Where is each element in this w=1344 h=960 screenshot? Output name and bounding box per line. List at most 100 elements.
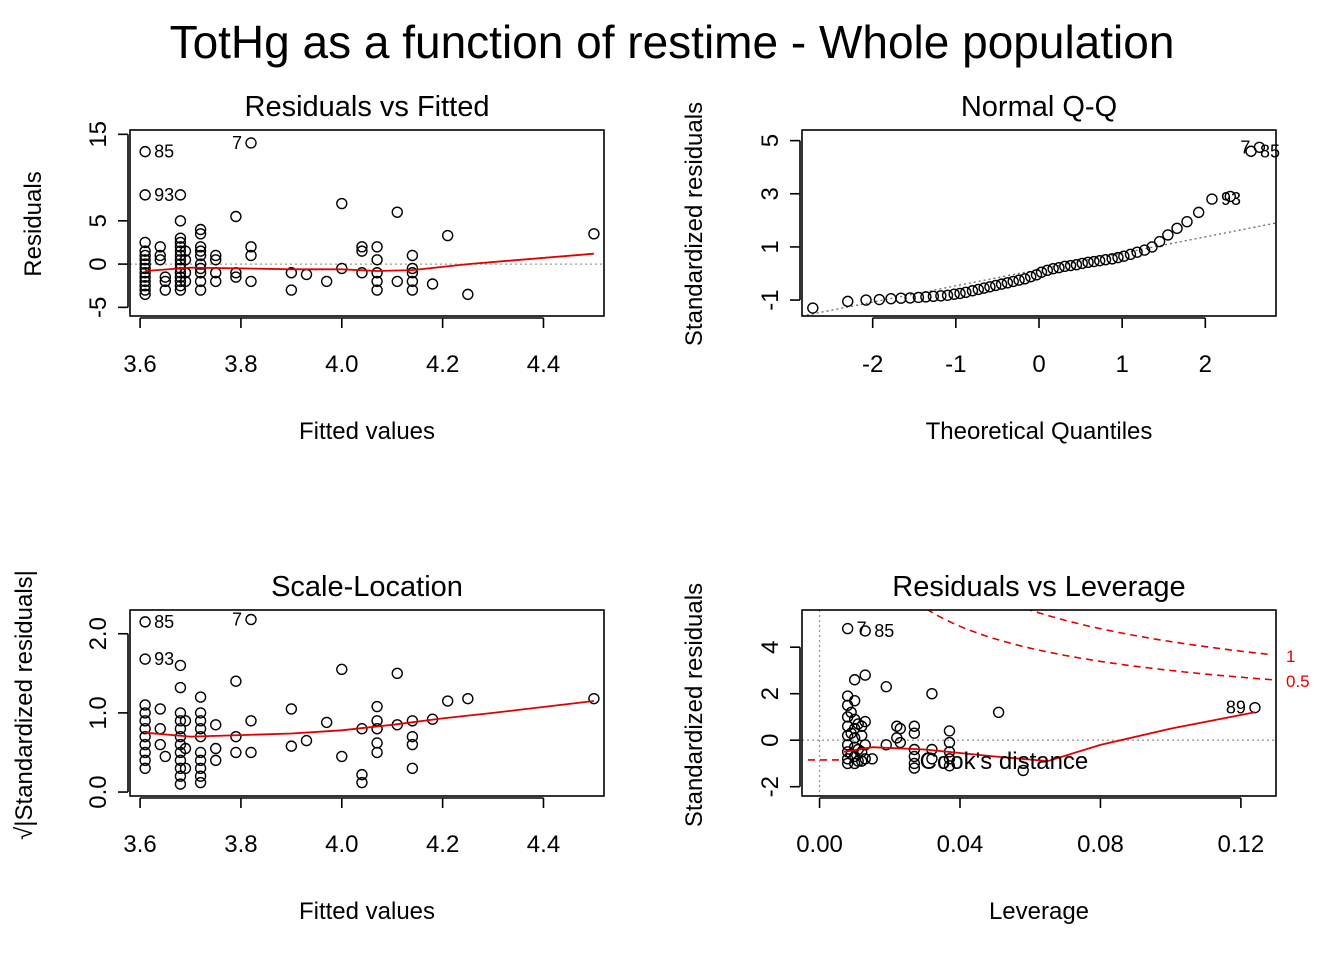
y-tick-label: -2 bbox=[757, 776, 784, 797]
data-point bbox=[179, 254, 192, 266]
cooks-contour bbox=[926, 610, 1273, 681]
point-label: 7 bbox=[232, 609, 242, 629]
data-point bbox=[406, 267, 419, 279]
data-point bbox=[1088, 255, 1100, 268]
data-point bbox=[194, 776, 207, 789]
y-tick-label: 1.0 bbox=[85, 696, 112, 729]
data-point bbox=[859, 669, 871, 681]
data-point bbox=[859, 753, 871, 765]
data-point bbox=[462, 692, 474, 705]
data-point bbox=[356, 776, 368, 789]
data-point bbox=[179, 245, 192, 257]
data-point bbox=[406, 275, 419, 288]
x-axis-label: Leverage bbox=[989, 898, 1089, 925]
data-point bbox=[855, 746, 868, 758]
data-point bbox=[1076, 257, 1088, 270]
data-point bbox=[943, 760, 956, 772]
data-point bbox=[943, 753, 956, 765]
y-tick-label: 2 bbox=[757, 687, 784, 700]
data-point bbox=[894, 722, 907, 735]
data-point bbox=[995, 278, 1008, 290]
data-point bbox=[159, 275, 171, 288]
data-point bbox=[1112, 251, 1124, 264]
x-axis: 0.00 0.04 0.08 0.12 bbox=[796, 797, 1264, 858]
y-axis-label: Residuals bbox=[20, 171, 47, 276]
smoother-line bbox=[843, 711, 1256, 763]
data-point bbox=[210, 275, 222, 288]
data-point bbox=[880, 681, 892, 693]
data-point bbox=[841, 690, 854, 702]
data-point bbox=[139, 267, 151, 279]
x-tick-label: 3.8 bbox=[224, 351, 257, 378]
data-point bbox=[174, 723, 187, 735]
data-point bbox=[1019, 273, 1031, 285]
y-tick-label: 0 bbox=[757, 734, 784, 747]
panel-residuals-vs-fitted: Residuals vs Fitted Fitted values Residu… bbox=[20, 91, 605, 445]
plot-frame bbox=[801, 609, 1277, 797]
x-tick-label: 1 bbox=[1115, 351, 1128, 378]
y-axis-label: √|Standardized residuals| bbox=[11, 570, 38, 840]
data-point bbox=[984, 281, 996, 293]
data-point bbox=[462, 288, 474, 301]
data-point bbox=[210, 719, 222, 731]
data-point bbox=[179, 715, 192, 727]
data-point bbox=[174, 189, 187, 201]
data-point bbox=[1013, 274, 1025, 286]
data-point bbox=[139, 715, 151, 727]
data-point bbox=[194, 275, 207, 288]
data-point bbox=[441, 695, 454, 707]
data-point bbox=[1082, 256, 1094, 269]
data-point bbox=[371, 723, 383, 735]
plot-frame bbox=[129, 129, 605, 317]
data-point bbox=[371, 267, 383, 279]
data-point bbox=[908, 757, 921, 770]
data-point bbox=[1106, 253, 1118, 265]
data-point bbox=[139, 189, 151, 201]
data-point bbox=[139, 738, 151, 751]
qq-reference-line bbox=[802, 222, 1276, 316]
y-axis-label: Standardized residuals bbox=[681, 583, 708, 827]
cooks-distance-label: Cook's distance bbox=[920, 748, 1089, 775]
y-tick-label: 2.0 bbox=[85, 617, 112, 650]
data-point bbox=[336, 663, 348, 676]
x-tick-label: 4.2 bbox=[426, 831, 459, 858]
y-axis: -5 0 5 15 bbox=[85, 121, 129, 318]
data-point bbox=[848, 732, 861, 744]
data-point bbox=[920, 291, 932, 303]
data-point bbox=[978, 282, 990, 294]
x-tick-label: 4.0 bbox=[325, 351, 358, 378]
data-point bbox=[356, 241, 368, 253]
data-point bbox=[807, 302, 819, 314]
data-point bbox=[285, 703, 298, 715]
y-axis: 0.0 1.0 2.0 bbox=[85, 617, 129, 809]
data-point bbox=[210, 742, 222, 755]
data-point bbox=[406, 249, 419, 262]
data-point bbox=[174, 275, 187, 288]
y-tick-label: 15 bbox=[85, 121, 112, 148]
point-label: 7 bbox=[1240, 137, 1250, 157]
x-tick-label: 3.8 bbox=[224, 831, 257, 858]
data-point bbox=[174, 659, 187, 672]
x-tick-label: 4.4 bbox=[527, 351, 560, 378]
data-point bbox=[866, 753, 878, 765]
data-point bbox=[230, 675, 242, 687]
point-label: 93 bbox=[154, 185, 174, 205]
data-point bbox=[139, 288, 151, 301]
data-point bbox=[406, 715, 419, 727]
data-point bbox=[1007, 275, 1019, 288]
data-point bbox=[855, 729, 868, 742]
data-point bbox=[859, 715, 871, 728]
data-point bbox=[859, 625, 871, 637]
data-point bbox=[908, 750, 921, 763]
data-point bbox=[1181, 215, 1193, 228]
data-point bbox=[245, 715, 257, 727]
data-point bbox=[441, 229, 454, 242]
data-point bbox=[245, 613, 257, 626]
data-point bbox=[894, 736, 907, 749]
data-point bbox=[960, 286, 972, 299]
data-point bbox=[230, 271, 242, 283]
data-point bbox=[1224, 190, 1236, 203]
data-point bbox=[371, 746, 383, 759]
data-point bbox=[154, 241, 166, 253]
data-point bbox=[230, 210, 242, 223]
